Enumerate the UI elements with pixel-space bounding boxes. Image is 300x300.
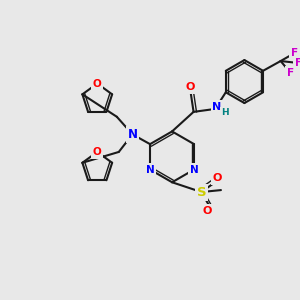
Text: O: O bbox=[93, 147, 102, 157]
Text: N: N bbox=[128, 128, 137, 141]
Text: S: S bbox=[196, 185, 206, 199]
Text: N: N bbox=[146, 165, 154, 175]
Text: O: O bbox=[212, 173, 222, 183]
Text: H: H bbox=[221, 108, 229, 117]
Text: O: O bbox=[202, 206, 212, 216]
Text: F: F bbox=[287, 68, 294, 78]
Text: N: N bbox=[212, 102, 222, 112]
Text: F: F bbox=[295, 58, 300, 68]
Text: O: O bbox=[93, 79, 102, 88]
Text: F: F bbox=[291, 48, 298, 58]
Text: N: N bbox=[190, 165, 199, 175]
Text: O: O bbox=[186, 82, 195, 92]
